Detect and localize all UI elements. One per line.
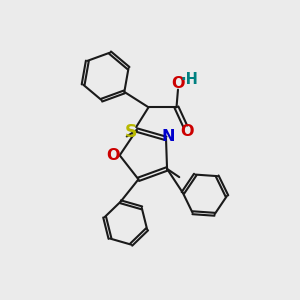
Text: N: N (162, 130, 175, 145)
Text: O: O (180, 124, 194, 139)
Text: S: S (124, 123, 137, 141)
Text: O: O (106, 148, 120, 163)
Text: O: O (171, 76, 185, 91)
Text: ·H: ·H (180, 72, 198, 87)
